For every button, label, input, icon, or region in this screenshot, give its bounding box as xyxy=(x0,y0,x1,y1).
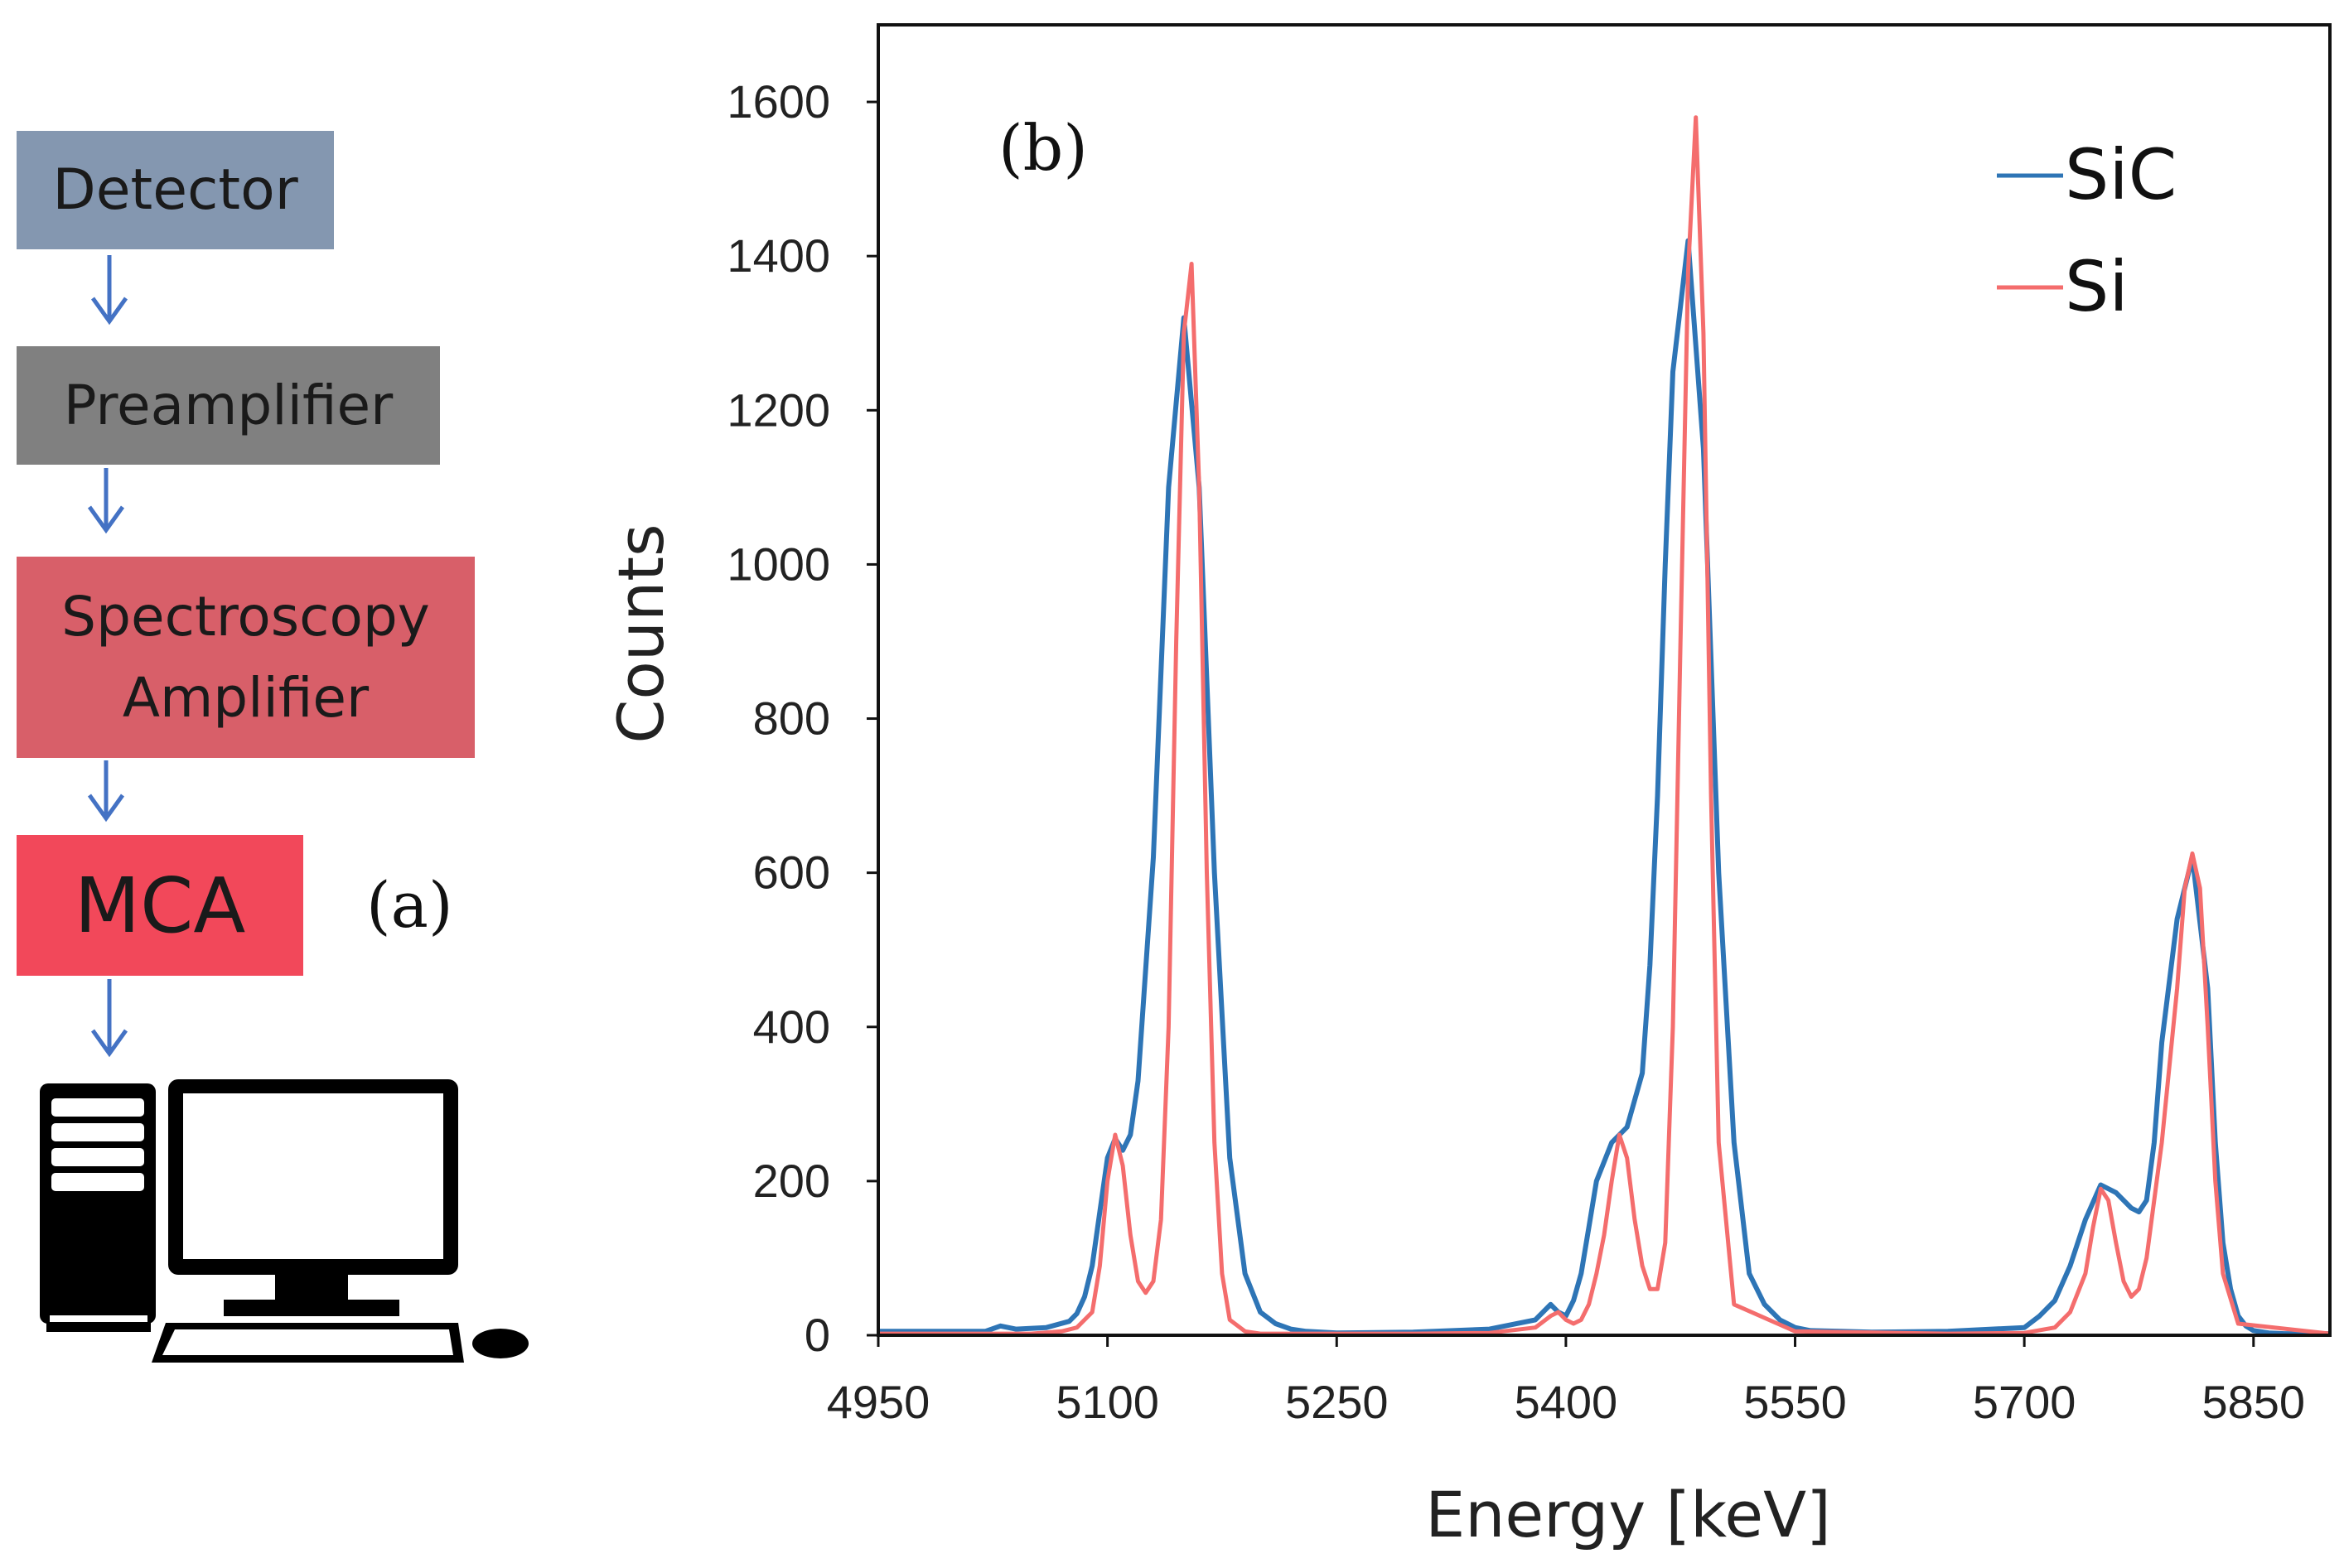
x-tick-label: 5700 xyxy=(1973,1376,2076,1428)
arrow-amplifier-to-mca xyxy=(87,760,125,823)
desktop-computer-icon xyxy=(40,1079,529,1363)
x-tick-label: 5100 xyxy=(1056,1376,1159,1428)
x-tick-label: 5850 xyxy=(2202,1376,2306,1428)
mca-box: MCA xyxy=(17,835,303,976)
panel-label-b: (b) xyxy=(998,111,1088,185)
spectrum-chart: 0 200 400 600 800 1000 1200 1400 1600 4950 5100 52… xyxy=(604,23,2332,1551)
legend-label-si: Si xyxy=(2065,246,2129,327)
series-layer xyxy=(878,115,2331,1337)
mca-label: MCA xyxy=(74,861,246,950)
preamplifier-label: Preamplifier xyxy=(63,374,394,437)
y-tick-label: 400 xyxy=(753,1001,830,1053)
detector-box: Detector xyxy=(17,131,334,249)
x-tick-label: 5250 xyxy=(1285,1376,1389,1428)
y-axis-ticks: 0 200 400 600 800 1000 1200 1400 1600 xyxy=(727,75,878,1361)
legend: SiC Si xyxy=(1997,134,2177,327)
y-tick-label: 600 xyxy=(753,847,830,899)
y-tick-label: 1200 xyxy=(727,384,830,436)
x-axis-title: Energy [keV] xyxy=(1425,1478,1831,1551)
x-tick-label: 4950 xyxy=(827,1376,930,1428)
x-axis-ticks: 4950 5100 5250 5400 5550 5700 5850 xyxy=(827,1335,2305,1428)
arrow-detector-to-preamplifier xyxy=(90,255,128,326)
x-tick-label: 5550 xyxy=(1743,1376,1847,1428)
series-line-sic xyxy=(878,238,2330,1337)
panel-label-a: (a) xyxy=(366,868,453,942)
y-tick-label: 1600 xyxy=(727,75,830,128)
detector-label: Detector xyxy=(52,157,298,223)
legend-label-sic: SiC xyxy=(2065,134,2177,215)
y-tick-label: 0 xyxy=(805,1309,830,1361)
y-tick-label: 800 xyxy=(753,692,830,745)
x-tick-label: 5400 xyxy=(1515,1376,1618,1428)
preamplifier-box: Preamplifier xyxy=(17,346,440,465)
spectroscopy-label-line1: Spectroscopy xyxy=(61,584,430,649)
flow-arrows xyxy=(87,255,128,1058)
y-tick-label: 200 xyxy=(753,1155,830,1207)
spectroscopy-amplifier-box: Spectroscopy Amplifier xyxy=(17,557,475,758)
y-tick-label: 1400 xyxy=(727,229,830,282)
spectroscopy-label-line2: Amplifier xyxy=(122,665,370,730)
series-line-si xyxy=(878,115,2331,1336)
y-axis-title: Counts xyxy=(604,523,678,743)
y-tick-label: 1000 xyxy=(727,538,830,590)
arrow-mca-to-computer xyxy=(90,979,128,1058)
arrow-preamplifier-to-amplifier xyxy=(87,468,125,534)
plot-frame xyxy=(877,23,2332,1337)
